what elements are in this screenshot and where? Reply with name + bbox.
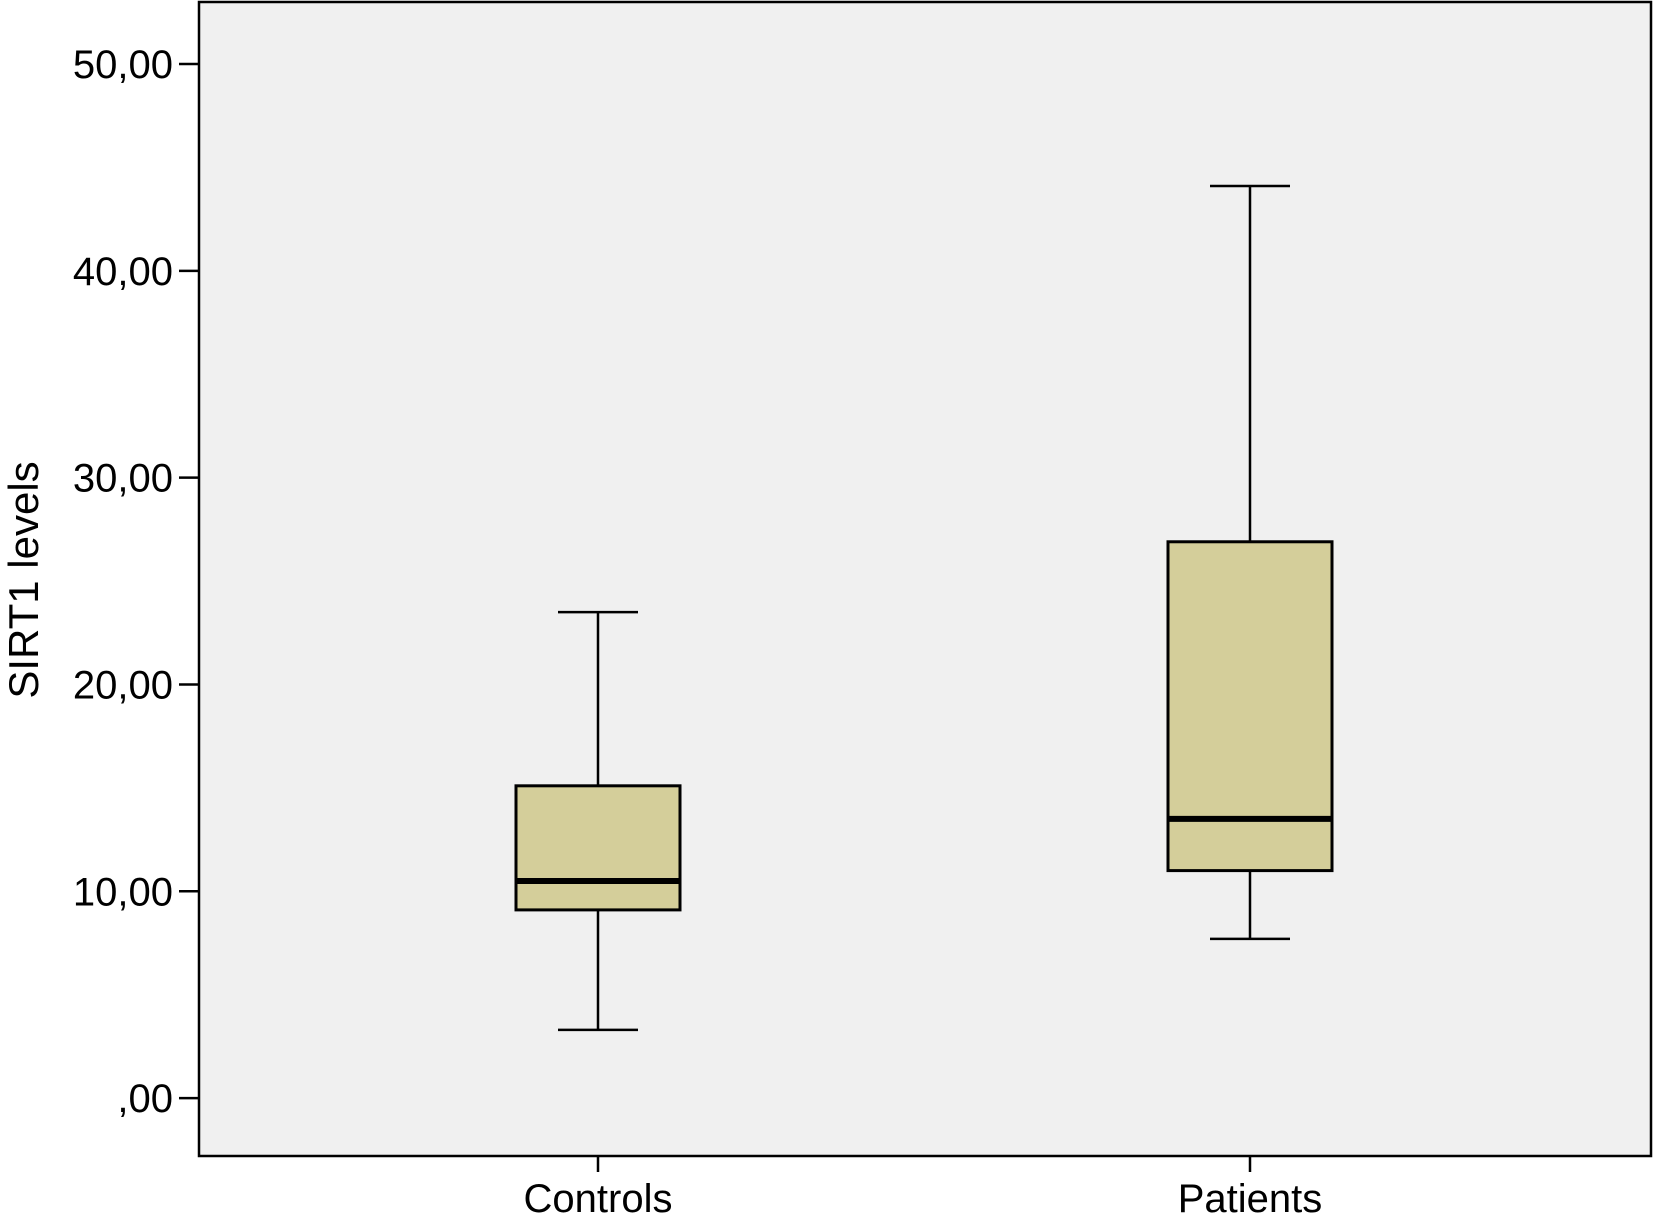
x-category-label: Patients (1178, 1177, 1323, 1221)
x-category-label: Controls (524, 1177, 673, 1221)
box-series (514, 184, 1334, 1032)
y-tick-label: ,00 (117, 1077, 173, 1121)
y-axis: ,00 10,00 20,00 30,00 40,00 50,00 (73, 43, 199, 1121)
box-patients (1166, 184, 1334, 941)
x-axis: Controls Patients (524, 1156, 1323, 1221)
box-controls (514, 610, 682, 1032)
y-tick-label: 40,00 (73, 250, 173, 294)
interquartile-box (1166, 540, 1334, 873)
y-tick-label: 20,00 (73, 663, 173, 707)
y-axis-title: SIRT1 levels (0, 461, 47, 698)
interquartile-box (514, 784, 682, 912)
y-tick-label: 30,00 (73, 457, 173, 501)
y-tick-label: 50,00 (73, 43, 173, 87)
y-tick-label: 10,00 (73, 870, 173, 914)
plot-area (197, 0, 1653, 1158)
